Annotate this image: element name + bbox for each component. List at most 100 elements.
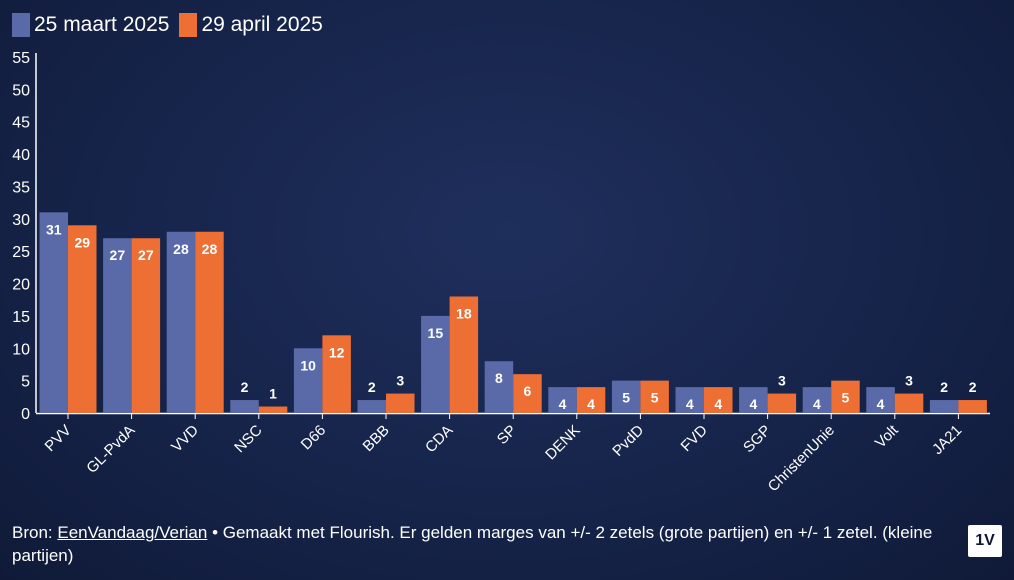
bar-PvdD-2 bbox=[640, 380, 669, 413]
bar-DENK-2 bbox=[576, 387, 606, 413]
x-tick-label: CDA bbox=[422, 422, 456, 456]
y-tick-label: 40 bbox=[12, 147, 30, 164]
x-tick-label: PVV bbox=[42, 422, 75, 455]
y-tick-label: 15 bbox=[12, 309, 30, 326]
data-label: 18 bbox=[456, 305, 472, 321]
y-tick-label: 25 bbox=[12, 244, 30, 261]
y-tick-label: 5 bbox=[21, 374, 30, 391]
y-tick-label: 30 bbox=[12, 212, 30, 229]
data-label: 4 bbox=[686, 396, 694, 412]
legend-swatch-series-1 bbox=[12, 13, 30, 37]
x-tick-label: FVD bbox=[678, 422, 711, 455]
bar-D66-2 bbox=[322, 335, 351, 413]
bar-PvdD-1 bbox=[611, 380, 641, 413]
data-label: 5 bbox=[651, 390, 659, 406]
bar-DENK-1 bbox=[548, 387, 577, 413]
legend-swatch-series-2 bbox=[179, 13, 198, 37]
data-label: 4 bbox=[559, 396, 567, 412]
x-tick-label: SGP bbox=[740, 422, 774, 456]
y-tick-label: 45 bbox=[12, 115, 30, 132]
data-label: 5 bbox=[842, 390, 850, 406]
x-tick-label: NSC bbox=[231, 422, 266, 457]
data-label: 2 bbox=[368, 379, 376, 395]
bar-CDA-2 bbox=[449, 296, 479, 413]
data-label: 1 bbox=[269, 386, 277, 402]
source-link[interactable]: EenVandaag/Verian bbox=[57, 523, 208, 542]
data-label: 4 bbox=[813, 396, 821, 412]
data-label: 6 bbox=[524, 383, 532, 399]
data-label: 3 bbox=[778, 373, 786, 389]
bar-GL-PvdA-1 bbox=[103, 238, 132, 413]
bar-ChristenUnie-1 bbox=[802, 387, 832, 413]
bar-BBB-1 bbox=[357, 400, 386, 413]
bar-Volt-2 bbox=[894, 393, 924, 413]
x-tick-label: SP bbox=[494, 422, 520, 448]
y-tick-label: 50 bbox=[12, 82, 30, 99]
bar-SGP-1 bbox=[739, 387, 768, 413]
bar-PVV-2 bbox=[68, 225, 97, 413]
bar-Volt-1 bbox=[866, 387, 895, 413]
bar-FVD-2 bbox=[704, 387, 733, 413]
chart-legend: 25 maart 2025 29 april 2025 bbox=[12, 12, 323, 38]
data-label: 29 bbox=[74, 234, 90, 250]
bar-BBB-2 bbox=[386, 393, 415, 413]
x-tick-label: VVD bbox=[168, 422, 202, 456]
data-label: 2 bbox=[940, 379, 948, 395]
x-tick-label: JA21 bbox=[929, 422, 965, 458]
x-tick-label: D66 bbox=[298, 422, 329, 453]
y-tick-label: 55 bbox=[12, 50, 30, 67]
data-label: 8 bbox=[495, 370, 503, 386]
data-label: 4 bbox=[749, 396, 757, 412]
bar-SP-2 bbox=[513, 374, 542, 413]
legend-label-series-2: 29 april 2025 bbox=[201, 13, 323, 36]
bar-GL-PvdA-2 bbox=[131, 238, 161, 413]
bar-NSC-2 bbox=[258, 406, 288, 413]
y-tick-label: 35 bbox=[12, 179, 30, 196]
data-label: 3 bbox=[396, 373, 404, 389]
data-label: 10 bbox=[300, 357, 316, 373]
bar-PVV-1 bbox=[39, 212, 68, 413]
data-label: 15 bbox=[428, 325, 444, 341]
bar-NSC-1 bbox=[230, 400, 259, 413]
bar-SGP-2 bbox=[767, 393, 797, 413]
legend-item-series-2[interactable]: 29 april 2025 bbox=[179, 13, 323, 37]
bar-D66-1 bbox=[293, 348, 323, 413]
data-label: 4 bbox=[877, 396, 885, 412]
bar-SP-1 bbox=[484, 361, 514, 413]
x-tick-label: PvdD bbox=[609, 422, 647, 460]
x-tick-label: BBB bbox=[360, 422, 393, 455]
legend-item-series-1[interactable]: 25 maart 2025 bbox=[12, 13, 169, 37]
y-tick-label: 10 bbox=[12, 341, 30, 358]
bar-JA21-2 bbox=[958, 400, 987, 413]
eenvandaag-logo: 1V bbox=[968, 525, 1002, 557]
data-label: 5 bbox=[622, 390, 630, 406]
source-prefix: Bron: bbox=[12, 523, 58, 542]
legend-label-series-1: 25 maart 2025 bbox=[34, 13, 170, 36]
data-label: 2 bbox=[969, 379, 977, 395]
bar-ChristenUnie-2 bbox=[831, 380, 860, 413]
bar-FVD-1 bbox=[675, 387, 704, 413]
data-label: 3 bbox=[905, 373, 913, 389]
source-suffix: • Gemaakt met Flourish. Er gelden marges… bbox=[12, 523, 933, 565]
x-tick-label: ChristenUnie bbox=[765, 422, 838, 495]
x-tick-label: Volt bbox=[872, 421, 902, 451]
data-label: 2 bbox=[241, 379, 249, 395]
bar-CDA-1 bbox=[421, 315, 450, 413]
data-label: 28 bbox=[173, 241, 189, 257]
bar-VVD-2 bbox=[195, 231, 224, 413]
x-tick-label: DENK bbox=[542, 422, 583, 463]
y-tick-label: 0 bbox=[21, 406, 30, 423]
bar-VVD-1 bbox=[166, 231, 196, 413]
data-label: 27 bbox=[138, 247, 154, 263]
bar-JA21-1 bbox=[929, 400, 959, 413]
data-label: 4 bbox=[587, 396, 595, 412]
source-note: Bron: EenVandaag/Verian • Gemaakt met Fl… bbox=[12, 521, 962, 567]
y-tick-label: 20 bbox=[12, 277, 30, 294]
data-label: 28 bbox=[202, 241, 218, 257]
data-label: 31 bbox=[46, 221, 62, 237]
data-label: 12 bbox=[329, 344, 345, 360]
data-label: 27 bbox=[110, 247, 126, 263]
data-label: 4 bbox=[714, 396, 722, 412]
x-tick-label: GL-PvdA bbox=[83, 422, 138, 477]
